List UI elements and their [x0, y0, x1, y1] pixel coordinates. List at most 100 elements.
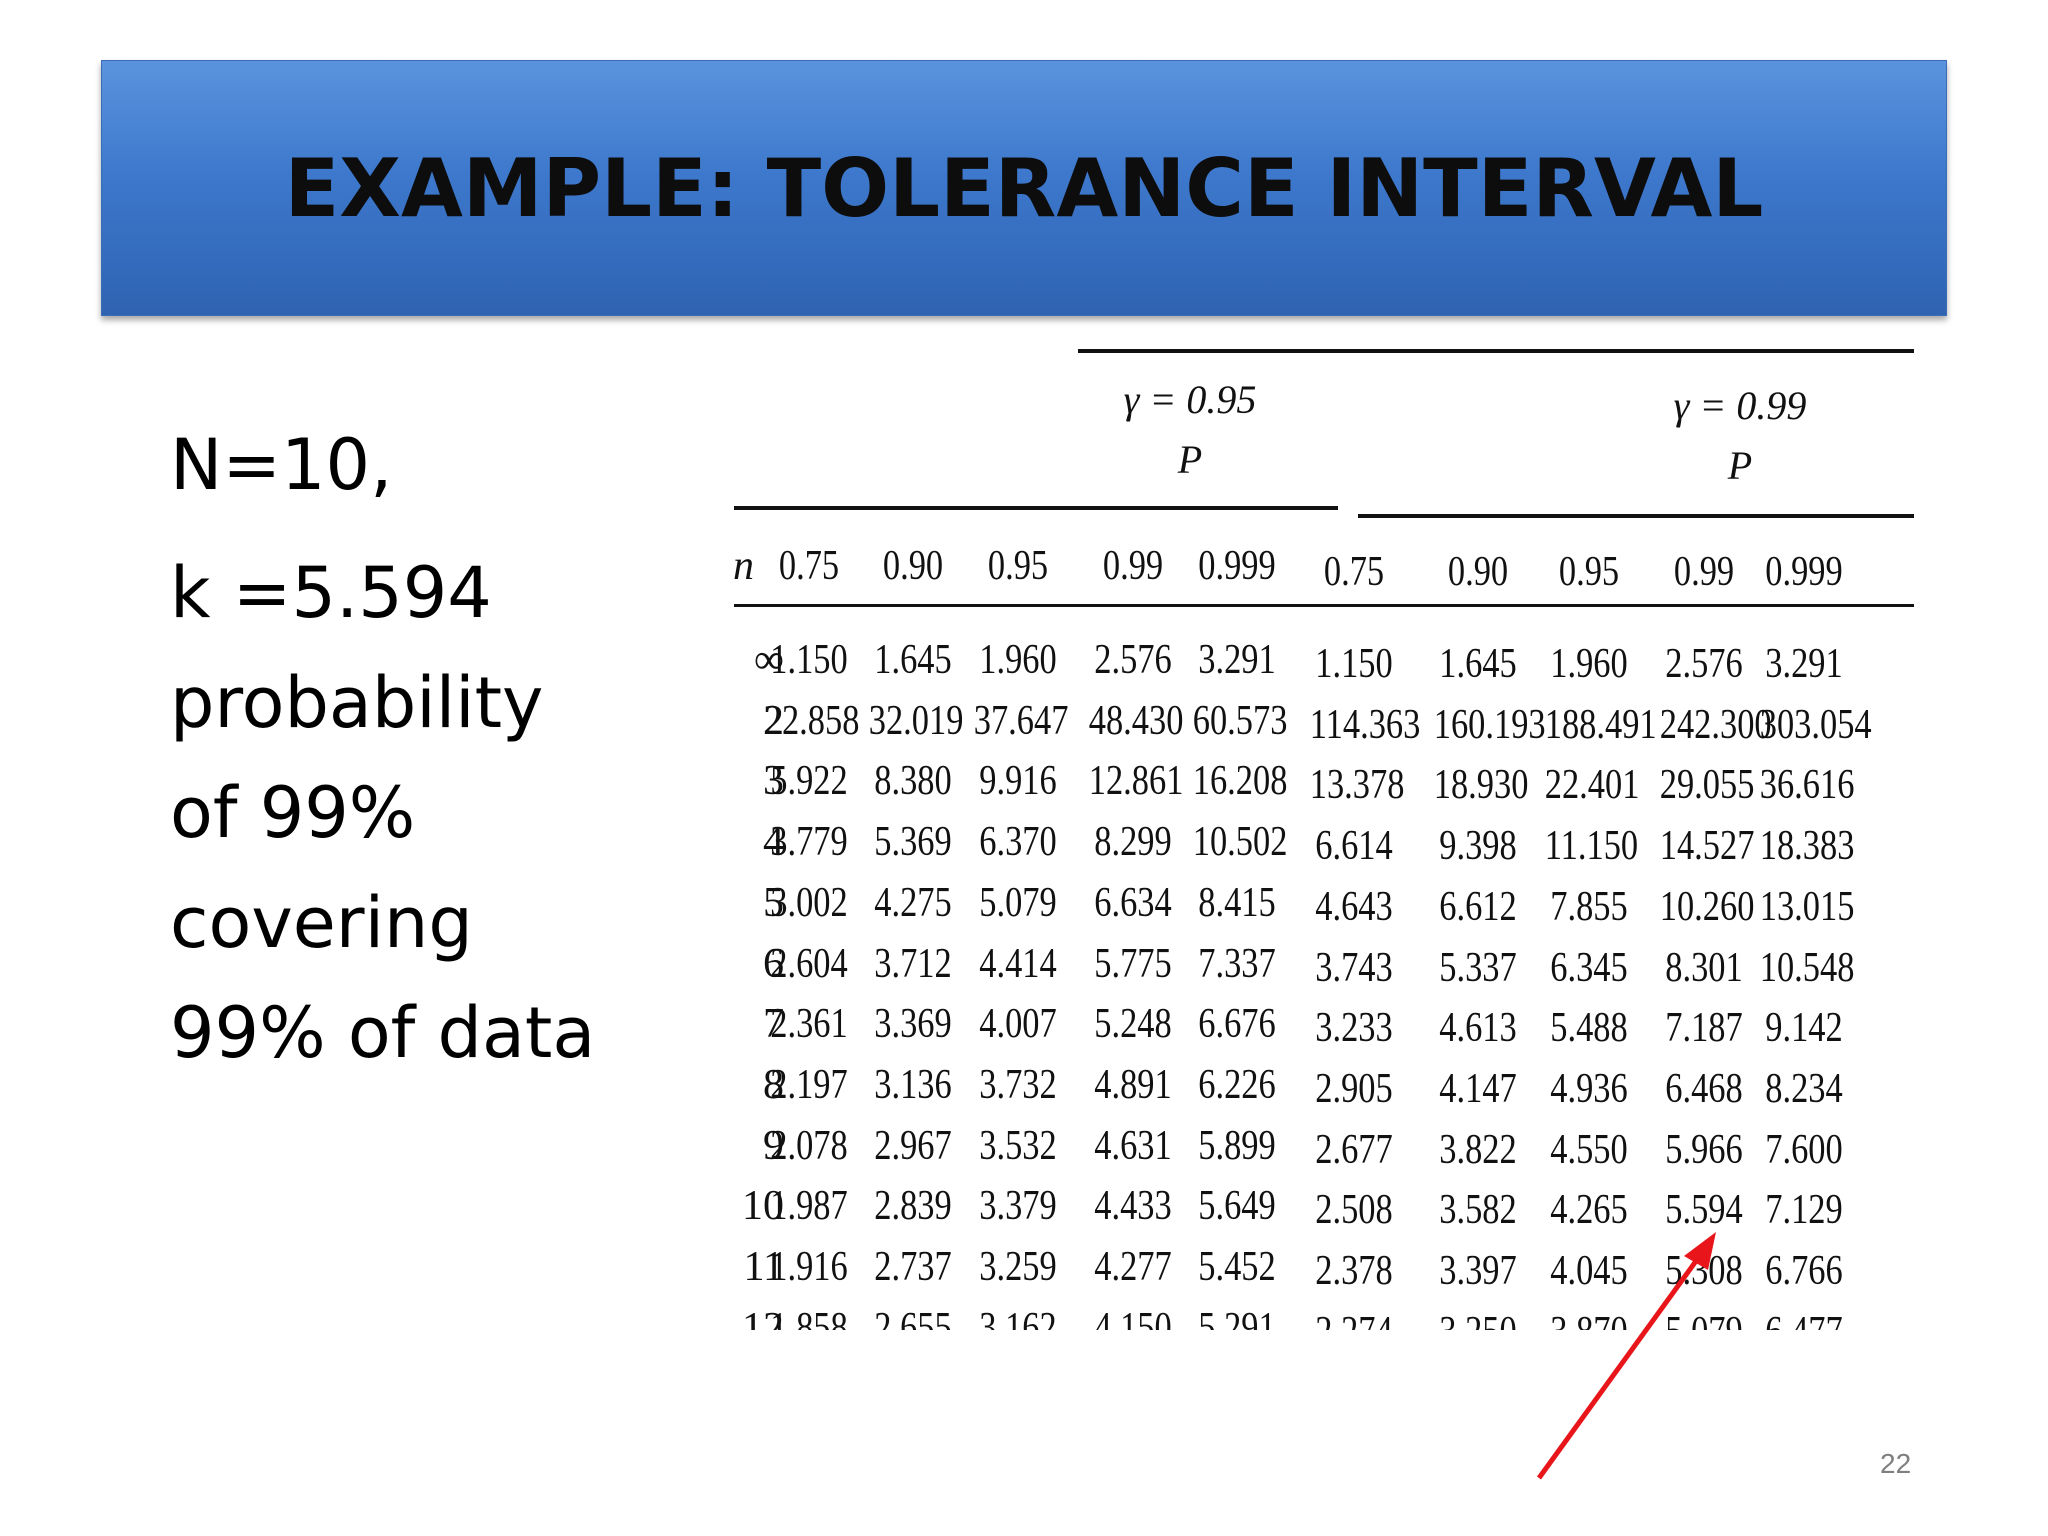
- table-cell: 8.380: [874, 758, 952, 805]
- table-cell: 5.649: [1198, 1183, 1276, 1230]
- table-cell: 2.378: [1315, 1248, 1393, 1294]
- table-cell: 13.378: [1309, 762, 1405, 809]
- text-line: k =5.594: [170, 552, 492, 634]
- table-cell: 12.861: [1088, 758, 1184, 805]
- table-cell: 16.208: [1192, 758, 1288, 805]
- text-line: covering: [170, 882, 473, 964]
- p-value-header: 0.95: [1558, 549, 1620, 595]
- p-value-header: 0.90: [1447, 549, 1509, 595]
- page-number: 22: [1880, 1448, 1912, 1479]
- table-cell: 3.291: [1765, 641, 1843, 687]
- p-value-header: 0.75: [1323, 549, 1385, 595]
- table-cell: 18.383: [1759, 823, 1855, 870]
- table-cell: 3.233: [1315, 1005, 1393, 1052]
- table-cell: 114.363: [1309, 701, 1421, 748]
- table-cell: 8.234: [1765, 1065, 1843, 1112]
- table-cell: 6.766: [1765, 1248, 1843, 1294]
- table-cell: 60.573: [1192, 697, 1288, 744]
- table-cell: 3.743: [1315, 944, 1393, 991]
- table-cell: 18.930: [1433, 762, 1529, 809]
- table-cell: 5.248: [1094, 1001, 1172, 1048]
- table-cell: 6.614: [1315, 823, 1393, 870]
- table-cell: 10.548: [1759, 944, 1855, 991]
- table-cell: 5.966: [1665, 1126, 1743, 1173]
- table-cell: 11.150: [1544, 823, 1639, 870]
- table-cell: 5.775: [1094, 940, 1172, 987]
- table-cell: 5.369: [874, 819, 952, 866]
- table-cell: 2.839: [874, 1183, 952, 1230]
- table-cell: 1.960: [1550, 641, 1628, 687]
- table-cell: 4.643: [1315, 883, 1393, 930]
- table-cell: 2.967: [874, 1122, 952, 1169]
- table-cell: 5.079: [1660, 1308, 1749, 1330]
- table-cell: 5.488: [1550, 1005, 1628, 1052]
- table-cell: 4.277: [1094, 1244, 1172, 1290]
- table-cell: 1.645: [874, 637, 952, 683]
- table-cell: 3.002: [770, 879, 848, 926]
- p-value-header: 0.95: [987, 543, 1049, 589]
- table-cell: 6.634: [1094, 879, 1172, 926]
- table-cell: 4.147: [1439, 1065, 1517, 1112]
- table-cell: 4.275: [874, 879, 952, 926]
- p-label-95: P: [1177, 437, 1203, 482]
- table-cell: 3.532: [979, 1122, 1057, 1169]
- table-cell: 4.150: [1094, 1304, 1172, 1330]
- table-cell: 1.150: [1315, 641, 1393, 687]
- table-cell: 5.452: [1198, 1244, 1276, 1290]
- p-value-header: 0.75: [778, 543, 840, 589]
- table-cell: 6.468: [1665, 1065, 1743, 1112]
- table-cell: 9.398: [1439, 823, 1517, 870]
- table-cell: 7.600: [1765, 1126, 1843, 1173]
- p-value-header: 0.999: [1198, 543, 1276, 589]
- table-row-n: 8: [763, 1061, 784, 1108]
- table-cell: 2.576: [1094, 637, 1172, 683]
- gamma-header-99: γ = 0.99: [1673, 383, 1807, 428]
- table-cell: 6.477: [1760, 1308, 1849, 1330]
- table-row-n: 9: [763, 1122, 784, 1169]
- table-row-n: 11: [743, 1244, 784, 1290]
- table-row-n: 12: [742, 1304, 784, 1330]
- table-cell: 5.337: [1439, 944, 1517, 991]
- table-cell: 5.899: [1198, 1122, 1276, 1169]
- table-cell: 22.401: [1544, 762, 1640, 809]
- p-value-header: 0.90: [882, 543, 944, 589]
- table-cell: 1.858: [770, 1304, 848, 1330]
- title-bar: EXAMPLE: TOLERANCE INTERVAL: [101, 60, 1947, 316]
- table-cell: 5.291: [1198, 1304, 1276, 1330]
- table-cell: 3.379: [979, 1183, 1057, 1230]
- table-cell: 2.655: [874, 1304, 952, 1330]
- table-cell: 160.193: [1433, 701, 1546, 748]
- table-cell: 48.430: [1088, 697, 1184, 744]
- table-cell: 2.078: [770, 1122, 848, 1169]
- table-cell: 3.779: [770, 819, 848, 866]
- tolerance-factor-table: γ = 0.95 γ = 0.99 P P n 0.75 0.90 0.95 0.99…: [734, 346, 1914, 1330]
- text-line: 99% of data: [170, 992, 596, 1074]
- table-cell: 29.055: [1659, 762, 1755, 809]
- table-cell: 36.616: [1759, 762, 1855, 809]
- p-value-header: 0.99: [1673, 549, 1735, 595]
- table-cell: 4.265: [1550, 1187, 1628, 1234]
- table-cell: 4.414: [979, 940, 1057, 987]
- table-cell: 9.916: [979, 758, 1057, 805]
- table-cell: 3.397: [1439, 1248, 1517, 1294]
- table-cell: 4.891: [1094, 1061, 1172, 1108]
- slide-title: EXAMPLE: TOLERANCE INTERVAL: [284, 141, 1764, 235]
- table-cell: 4.433: [1094, 1183, 1172, 1230]
- table-cell: 37.647: [973, 697, 1069, 744]
- table-cell: 2.604: [770, 940, 848, 987]
- table-top-rule: [1078, 349, 1914, 353]
- table-cell: 8.415: [1198, 879, 1276, 926]
- table-cell: 4.613: [1439, 1005, 1517, 1052]
- table-cell: 3.259: [979, 1244, 1057, 1290]
- table-cell: 9.142: [1765, 1005, 1843, 1052]
- table-cell: 4.007: [979, 1001, 1057, 1048]
- table-cell: 5.079: [979, 879, 1057, 926]
- table-cell: 1.987: [770, 1183, 848, 1230]
- table-row-n: 5: [763, 879, 784, 926]
- table-cell: 3.712: [874, 940, 952, 987]
- table-cell: 3.162: [979, 1304, 1057, 1330]
- table-cell: 22.858: [764, 697, 860, 744]
- table-cell: 2.905: [1315, 1065, 1393, 1112]
- table-cell: 6.345: [1550, 944, 1628, 991]
- n-column-header: n: [734, 543, 754, 589]
